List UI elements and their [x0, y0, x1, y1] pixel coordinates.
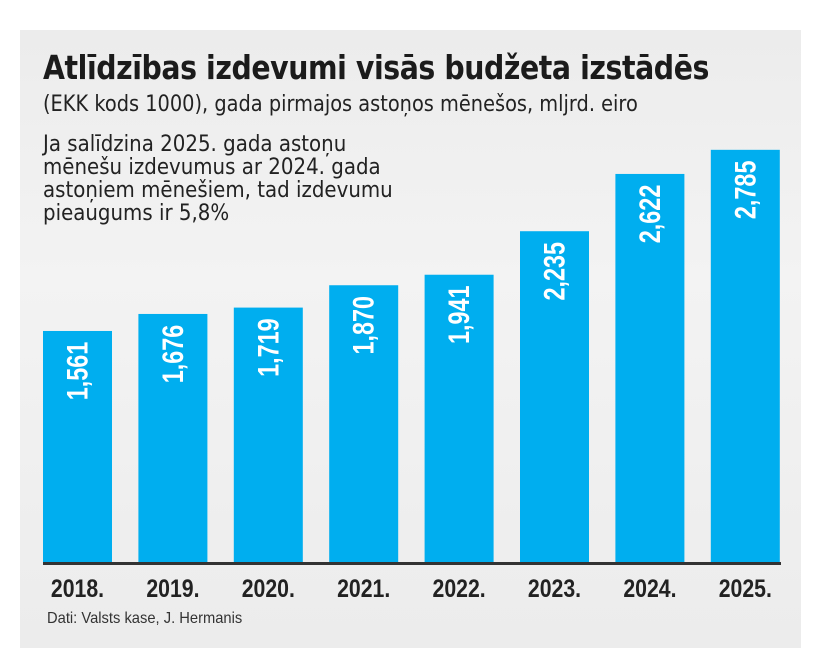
- chart-subtitle: (EKK kods 1000), gada pirmajos astoņos m…: [43, 92, 638, 117]
- bar: [520, 231, 589, 562]
- bar: [710, 149, 780, 562]
- bar: [615, 173, 685, 562]
- x-tick-label: 2018.: [51, 574, 104, 602]
- bar-value-label: 1,676: [156, 325, 189, 384]
- bar-value-label: 2,785: [729, 161, 762, 220]
- bar-value-label: 1,719: [252, 318, 285, 377]
- bar-value-label: 2,622: [633, 185, 666, 244]
- bar: [138, 313, 208, 562]
- bar: [43, 330, 112, 562]
- x-tick-label: 2020.: [242, 574, 295, 602]
- x-tick-label: 2022.: [433, 574, 486, 602]
- bar: [424, 274, 494, 562]
- x-tick-label: 2019.: [146, 574, 199, 602]
- bar-value-label: 1,870: [347, 296, 380, 355]
- bar-value-label: 2,235: [538, 242, 571, 301]
- bar-value-label: 1,561: [61, 342, 94, 401]
- bar: [233, 307, 303, 562]
- chart-annotation: Ja salīdzina 2025. gada astoņu mēnešu iz…: [43, 132, 393, 226]
- x-tick-label: 2021.: [337, 574, 390, 602]
- x-tick-label: 2024.: [623, 574, 676, 602]
- bar: [329, 285, 399, 562]
- x-tick-label: 2025.: [719, 574, 772, 602]
- bar-value-label: 1,941: [442, 285, 475, 344]
- chart-source: Dati: Valsts kase, J. Hermanis: [47, 610, 243, 627]
- x-tick-label: 2023.: [528, 574, 581, 602]
- chart-title: Atlīdzības izdevumi visās budžeta izstād…: [43, 48, 709, 87]
